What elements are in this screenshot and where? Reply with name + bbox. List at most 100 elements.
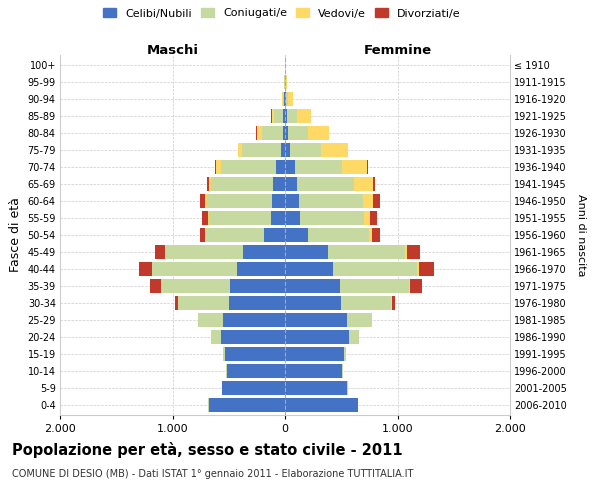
Bar (152, 262, 285, 276)
Bar (211, 330, 285, 344)
Bar (285, 313, 372, 327)
Bar (285, 126, 329, 140)
Bar (211, 177, 285, 191)
Bar (271, 109, 285, 123)
Bar (285, 126, 329, 140)
Bar (200, 228, 285, 242)
Bar (271, 211, 285, 225)
Bar (200, 194, 285, 208)
Bar (226, 364, 285, 378)
Bar (242, 143, 285, 157)
Bar (208, 211, 285, 225)
Bar (285, 109, 287, 123)
Bar (238, 143, 285, 157)
Bar (285, 398, 358, 412)
Bar (285, 381, 347, 395)
Bar (285, 398, 358, 412)
Bar (161, 279, 285, 293)
Text: Maschi: Maschi (146, 44, 199, 57)
Bar (285, 177, 375, 191)
Bar (285, 194, 299, 208)
Bar (285, 330, 349, 344)
Bar (166, 245, 285, 259)
Bar (211, 330, 285, 344)
Bar (285, 75, 287, 89)
Bar (198, 313, 285, 327)
Bar (285, 398, 358, 412)
Bar (285, 296, 395, 310)
Bar (283, 109, 285, 123)
Bar (285, 143, 349, 157)
Y-axis label: Fasce di età: Fasce di età (9, 198, 22, 272)
Bar (285, 245, 405, 259)
Bar (285, 92, 293, 106)
Bar (222, 381, 285, 395)
Bar (285, 347, 346, 361)
Bar (285, 364, 343, 378)
Bar (263, 228, 285, 242)
Bar (285, 398, 358, 412)
Bar (285, 143, 348, 157)
Bar (273, 177, 285, 191)
Bar (205, 228, 285, 242)
Bar (161, 279, 285, 293)
Text: Femmine: Femmine (364, 44, 431, 57)
Bar (202, 211, 285, 225)
Bar (150, 279, 285, 293)
Bar (226, 347, 285, 361)
Bar (285, 262, 434, 276)
Bar (285, 126, 308, 140)
Bar (285, 330, 359, 344)
Bar (285, 228, 372, 242)
Bar (223, 313, 285, 327)
Y-axis label: Anni di nascita: Anni di nascita (577, 194, 586, 276)
Bar (285, 143, 290, 157)
Bar (285, 160, 342, 174)
Legend: Celibi/Nubili, Coniugati/e, Vedovi/e, Divorziati/e: Celibi/Nubili, Coniugati/e, Vedovi/e, Di… (103, 8, 461, 18)
Bar (222, 381, 285, 395)
Bar (285, 296, 392, 310)
Bar (285, 194, 373, 208)
Bar (285, 313, 347, 327)
Bar (285, 347, 346, 361)
Bar (285, 75, 286, 89)
Bar (216, 160, 285, 174)
Bar (207, 177, 285, 191)
Bar (285, 109, 311, 123)
Bar (272, 194, 285, 208)
Bar (256, 126, 285, 140)
Bar (209, 211, 285, 225)
Bar (274, 109, 285, 123)
Bar (285, 194, 380, 208)
Bar (223, 347, 285, 361)
Bar (283, 92, 285, 106)
Bar (276, 160, 285, 174)
Bar (284, 75, 285, 89)
Bar (285, 262, 334, 276)
Bar (209, 398, 285, 412)
Bar (281, 143, 285, 157)
Bar (257, 126, 285, 140)
Bar (285, 347, 346, 361)
Bar (285, 313, 372, 327)
Bar (229, 296, 285, 310)
Bar (285, 364, 343, 378)
Bar (199, 313, 285, 327)
Bar (285, 313, 371, 327)
Bar (211, 330, 285, 344)
Bar (285, 245, 420, 259)
Bar (285, 177, 373, 191)
Bar (205, 228, 285, 242)
Bar (285, 177, 297, 191)
Bar (223, 347, 285, 361)
Bar (285, 279, 422, 293)
Bar (285, 279, 410, 293)
Bar (285, 109, 311, 123)
Bar (285, 58, 286, 72)
Bar (155, 245, 285, 259)
Bar (285, 347, 343, 361)
Bar (244, 245, 285, 259)
Bar (166, 245, 285, 259)
Bar (285, 245, 407, 259)
Bar (285, 211, 370, 225)
